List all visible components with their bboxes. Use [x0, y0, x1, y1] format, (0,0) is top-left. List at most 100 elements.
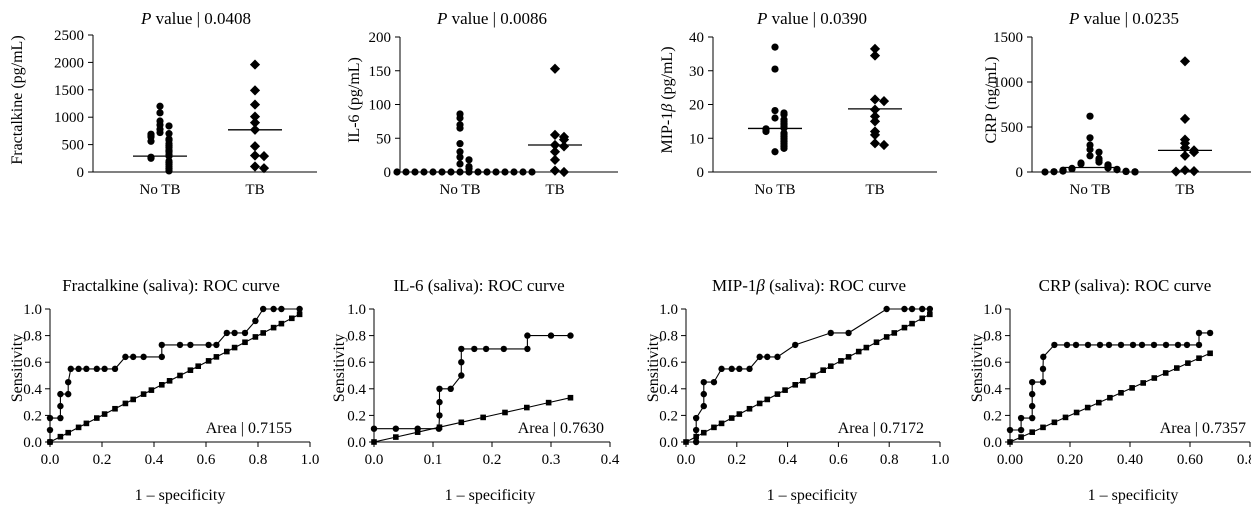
- fractalkine-roc-ytick-label: 0.8: [23, 329, 42, 345]
- fractalkine-roc-xtick-label: 1.0: [301, 452, 320, 468]
- crp-roc-group: 0.0 0.2 0.4 0.6 0.8 1.0 0.00 0.20 0.40 0.60 0.80: [983, 302, 1251, 468]
- p-value-mip: P value | 0.0390: [756, 9, 867, 28]
- roc-ylabel-mip: Sensitivity: [645, 334, 662, 402]
- il6-dot-point: [519, 168, 527, 176]
- fractalkine-roc-point-square: [296, 311, 303, 318]
- fractalkine-roc-point-circle: [213, 341, 220, 349]
- area-crp: Area | 0.7357: [1160, 420, 1246, 437]
- il6-roc-point-square: [393, 434, 399, 440]
- fractalkine-roc-point-circle: [122, 353, 129, 361]
- crp-roc-xtick-label: 0.20: [1057, 452, 1083, 468]
- fractalkine-roc-point-circle: [130, 353, 137, 361]
- fractalkine-dot-ytick-label: 0: [77, 165, 85, 181]
- crp-dot-point: [1068, 165, 1076, 173]
- crp-roc-point-circle: [1096, 341, 1104, 349]
- il6-dot-point: [549, 165, 561, 176]
- crp-roc-point-circle: [1129, 341, 1137, 349]
- crp-dot-point: [1086, 134, 1094, 142]
- il6-roc-point-circle: [547, 332, 555, 339]
- fractalkine-roc-xtick-label: 0.4: [145, 452, 164, 468]
- fractalkine-dot-point: [249, 161, 261, 172]
- fractalkine-dot-point: [165, 167, 173, 175]
- mip-roc-xtick-label: 0.8: [880, 452, 899, 468]
- roc-xlabel-mip: 1 – specificity: [767, 487, 858, 504]
- il6-dot-point: [558, 166, 570, 178]
- fractalkine-dot-point: [249, 141, 261, 152]
- il6-roc-xtick-label: 0.4: [601, 452, 620, 468]
- crp-roc-ytick-label: 0.0: [983, 435, 1002, 451]
- fractalkine-roc-point-circle: [83, 365, 90, 373]
- crp-roc-ytick-label: 0.4: [983, 382, 1002, 398]
- mip-roc-ytick-label: 1.0: [659, 302, 678, 318]
- mip-dot-category-label: TB: [865, 182, 884, 198]
- mip-roc-point-square: [873, 339, 880, 346]
- crp-roc-point-circle: [1195, 329, 1203, 337]
- crp-roc-point-circle: [1051, 341, 1058, 349]
- fractalkine-roc-point-circle: [270, 305, 277, 313]
- crp-roc-xtick-label: 0.80: [1237, 452, 1251, 468]
- il6-roc-series-line-square: [373, 397, 571, 443]
- mip-roc-point-square: [746, 405, 753, 412]
- fractalkine-dot-point: [156, 102, 164, 110]
- fractalkine-roc-point-square: [252, 334, 259, 340]
- mip-roc-xtick-label: 0.0: [677, 452, 696, 468]
- fractalkine-roc-point-circle: [46, 426, 54, 434]
- mip-roc-ytick-label: 0.4: [659, 382, 678, 398]
- mip-roc-point-circle: [718, 365, 725, 373]
- mip-roc-point-circle: [692, 414, 700, 422]
- fractalkine-dot-ytick-label: 2500: [54, 28, 84, 44]
- mip-roc-point-circle: [908, 305, 916, 313]
- area-fractalkine: Area | 0.7155: [206, 420, 292, 437]
- il6-roc-point-circle: [524, 345, 531, 353]
- mip-roc-point-square: [736, 411, 743, 417]
- crp-roc-ytick-label: 0.8: [983, 329, 1002, 345]
- fractalkine-dot-point: [249, 59, 261, 70]
- il6-dot-point: [456, 153, 464, 161]
- mip-roc-point-square: [792, 382, 799, 388]
- fractalkine-roc-point-square: [260, 330, 266, 336]
- il6-roc-point-circle: [392, 425, 400, 432]
- fractalkine-roc-point-circle: [158, 341, 165, 349]
- il6-dot-point: [549, 129, 561, 140]
- fractalkine-roc-point-square: [112, 405, 118, 412]
- crp-roc-point-square: [1196, 355, 1202, 362]
- mip-dot-ytick-label: 20: [689, 98, 704, 114]
- crp-roc-point-circle: [1117, 341, 1125, 349]
- il6-dot-point: [393, 168, 401, 176]
- mip-roc-point-square: [683, 439, 689, 445]
- mip-roc-point-circle: [710, 378, 718, 386]
- fractalkine-roc-point-circle: [296, 305, 303, 313]
- crp-dot-ytick-label: 1000: [993, 75, 1023, 91]
- mip-dot-ytick-label: 10: [689, 131, 704, 147]
- il6-roc-point-circle: [471, 345, 478, 353]
- crp-roc-point-circle: [1006, 426, 1014, 434]
- crp-roc-point-square: [1118, 389, 1124, 396]
- mip-roc-point-circle: [883, 305, 890, 313]
- fractalkine-roc-point-circle: [57, 390, 64, 398]
- mip-roc-ytick-label: 0.0: [659, 435, 678, 451]
- fractalkine-roc-ytick-label: 0.4: [23, 382, 42, 398]
- crp-roc-point-square: [1051, 419, 1058, 426]
- il6-dot-ytick-label: 50: [376, 131, 391, 147]
- crp-roc-xtick-label: 0.60: [1177, 452, 1203, 468]
- il6-roc-point-circle: [458, 372, 465, 379]
- fractalkine-roc-point-circle: [65, 390, 72, 398]
- crp-roc-point-circle: [1206, 329, 1214, 337]
- mip-roc-point-circle: [926, 305, 934, 313]
- fractalkine-roc-point-square: [101, 411, 108, 417]
- crp-roc-point-circle: [1174, 341, 1182, 349]
- crp-dot-point: [1059, 167, 1067, 175]
- fractalkine-roc-point-circle: [101, 365, 108, 373]
- roc-title-mip: MIP-1β (saliva): ROC curve: [712, 276, 906, 295]
- crp-dot-point: [1188, 147, 1200, 158]
- roc-ylabel-crp: Sensitivity: [969, 334, 986, 402]
- fractalkine-roc-xtick-label: 0.8: [249, 452, 268, 468]
- fractalkine-roc-ytick-label: 1.0: [23, 302, 42, 318]
- crp-dot-point: [1077, 160, 1085, 168]
- crp-roc-xtick-label: 0.00: [997, 452, 1023, 468]
- crp-roc-point-circle: [1039, 378, 1047, 386]
- crp-dot-point: [1170, 166, 1182, 177]
- mip-roc-xtick-label: 0.6: [829, 452, 848, 468]
- crp-roc-point-circle: [1040, 353, 1047, 361]
- il6-roc-point-circle: [567, 332, 574, 339]
